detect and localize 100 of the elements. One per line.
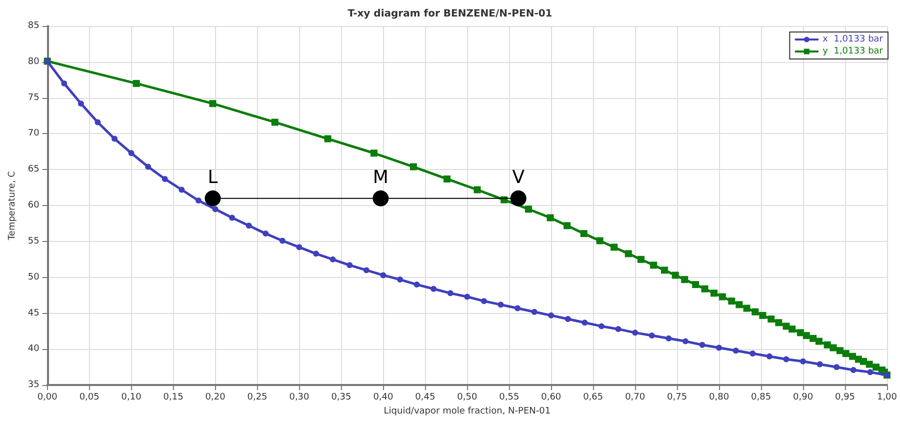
x-tick-label: 0,80 [709, 392, 730, 403]
point [660, 266, 668, 274]
point [692, 281, 700, 288]
point [271, 118, 278, 126]
point [783, 356, 790, 362]
y-tick-label: 80 [28, 56, 40, 67]
point [380, 272, 386, 278]
point [743, 304, 750, 312]
x-tick-label: 0,50 [457, 392, 478, 403]
point [370, 150, 378, 157]
point [682, 338, 688, 344]
point [860, 358, 867, 365]
x-tick-label: 0,65 [583, 392, 604, 403]
point [546, 214, 554, 222]
point [596, 237, 604, 244]
x-tick-label: 0,05 [79, 392, 100, 403]
y-tick-label: 45 [28, 308, 40, 318]
point [246, 222, 252, 229]
point [430, 286, 437, 292]
x-tick-label: 0,00 [37, 392, 58, 403]
point [842, 350, 850, 357]
point [580, 230, 588, 238]
point [681, 276, 688, 284]
point [178, 186, 185, 193]
annotation: L [208, 166, 218, 188]
point [346, 262, 353, 268]
point [410, 163, 417, 170]
point [736, 301, 743, 308]
point [128, 150, 134, 156]
y-tick-label: 55 [28, 236, 40, 246]
point [834, 364, 840, 370]
point [768, 316, 775, 323]
point [701, 285, 708, 292]
point [810, 334, 817, 342]
point [324, 135, 332, 142]
point [372, 190, 389, 206]
point [752, 308, 759, 316]
point [279, 238, 286, 244]
point [313, 250, 320, 257]
x-tick-label: 0,70 [625, 392, 646, 403]
point [548, 312, 554, 318]
point [850, 367, 856, 374]
point [718, 293, 726, 300]
x-tick-label: 0,25 [247, 392, 268, 403]
point [866, 360, 873, 368]
point [650, 262, 658, 269]
y-tick-label: 50 [28, 272, 40, 282]
point [397, 276, 403, 283]
point [212, 206, 218, 212]
point [531, 308, 538, 315]
point [615, 326, 622, 332]
point [666, 335, 672, 342]
point [710, 290, 718, 297]
y-tick-label: 70 [28, 128, 40, 139]
point [61, 80, 68, 86]
x-tick-label: 0,85 [751, 392, 772, 403]
x-tick-label: 0,55 [499, 392, 520, 403]
point [474, 186, 481, 194]
point [728, 298, 736, 305]
point [564, 222, 571, 230]
y-tick-label: 65 [28, 164, 40, 175]
x-tick-label: 0,30 [289, 392, 310, 403]
legend-label: x 1,0133 bar [822, 34, 884, 44]
point [195, 198, 202, 204]
y-axis-title: Temperature, C [8, 171, 18, 242]
y-tick-label: 75 [28, 92, 40, 103]
point [867, 369, 874, 376]
point [510, 190, 526, 206]
point [498, 302, 504, 308]
annotation: V [512, 166, 526, 188]
y-tick-label: 60 [28, 200, 40, 211]
point [766, 353, 772, 360]
point [815, 338, 822, 345]
point [610, 244, 618, 251]
point [872, 364, 880, 371]
point [229, 214, 236, 221]
point [759, 312, 766, 319]
point [480, 298, 487, 304]
annotation: M [372, 166, 388, 188]
point [162, 176, 168, 182]
point [632, 330, 638, 336]
y-tick-label: 40 [28, 344, 40, 354]
point [782, 322, 790, 330]
point [830, 344, 837, 352]
point [788, 326, 796, 333]
x-tick-label: 0,10 [121, 392, 142, 403]
point [447, 290, 454, 296]
chart-title: T-xy diagram for BENZENE/N-PEN-01 [348, 8, 552, 20]
point [598, 323, 605, 330]
point [363, 267, 370, 274]
x-tick-label: 1,00 [876, 392, 898, 403]
point [699, 342, 706, 348]
x-tick-label: 0,20 [205, 392, 226, 403]
x-tick-label: 0,90 [792, 392, 814, 403]
point [775, 319, 782, 326]
point [800, 358, 806, 364]
point [816, 361, 823, 368]
point [637, 256, 644, 263]
point [78, 100, 84, 107]
point [444, 175, 451, 182]
